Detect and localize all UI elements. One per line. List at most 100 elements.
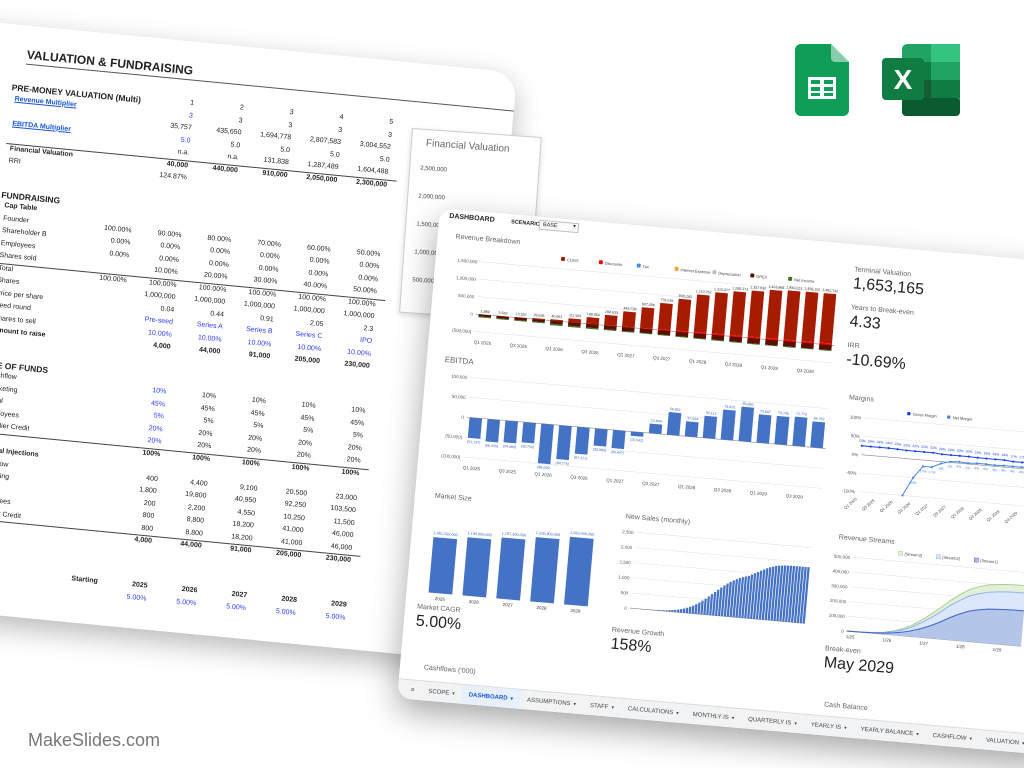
data-label: 55,113 <box>706 411 717 416</box>
data-label: 23,844 <box>651 419 662 424</box>
data-label: 56,851 <box>670 407 681 412</box>
cell-value[interactable]: 100.00% <box>298 293 327 303</box>
tab-yearly-balance[interactable]: YEARLY BALANCE ▾ <box>853 719 927 745</box>
sales-bar <box>790 566 799 623</box>
tab-assumptions[interactable]: ASSUMPTIONS ▾ <box>519 689 584 714</box>
data-label: (10,542) <box>630 438 644 443</box>
opex-bar <box>639 328 653 334</box>
scenario-select[interactable]: BASE ▾ <box>538 219 580 234</box>
cell-value[interactable]: 205,000 <box>275 549 302 560</box>
cell-value[interactable]: 2 <box>239 104 245 112</box>
cell-value[interactable]: 4,000 <box>134 536 153 545</box>
cell-value[interactable]: 3 <box>289 109 294 117</box>
opex-bar <box>550 320 563 325</box>
ebitda-bar <box>630 431 644 437</box>
scenario-label: SCENARIO <box>510 219 541 228</box>
cell-value[interactable]: 100% <box>291 463 310 473</box>
tab-dashboard[interactable]: DASHBOARD ▾ <box>460 684 521 710</box>
gridline <box>861 454 1024 470</box>
microsoft-excel-logo: X <box>882 44 960 116</box>
all-sheets-menu-icon[interactable]: ≡ <box>410 686 415 694</box>
tab-label: MONTHLY IS <box>692 711 730 721</box>
net-income-bar <box>567 325 581 328</box>
tab-label: VALUATION <box>985 737 1020 746</box>
cell-value[interactable]: 91,000 <box>229 545 252 555</box>
tab-staff[interactable]: STAFF ▾ <box>582 695 622 718</box>
sales-bar <box>691 605 695 614</box>
tab-scope[interactable]: SCOPE ▾ <box>421 681 463 704</box>
y-tick-label: 2,000,000 <box>418 193 446 202</box>
tab-cashflow[interactable]: CASHFLOW ▾ <box>925 725 980 750</box>
cell-value[interactable]: 100% <box>241 458 261 468</box>
data-label: 24% <box>868 439 875 444</box>
cell-value[interactable]: 5 <box>388 118 394 127</box>
cell-value[interactable]: 440,000 <box>212 164 239 174</box>
tab-quarterly-is[interactable]: QUARTERLY IS ▾ <box>740 709 804 734</box>
legend-swatch <box>898 551 904 556</box>
y-tick-label: 500 <box>620 590 628 596</box>
sales-bar <box>685 607 689 614</box>
gridline <box>470 376 830 409</box>
cell-value[interactable]: 100% <box>341 468 360 477</box>
ebitda-bar <box>467 417 483 439</box>
legend-swatch <box>560 256 566 261</box>
sales-bar <box>785 565 793 622</box>
tab-calculations[interactable]: CALCULATIONS ▾ <box>620 698 687 724</box>
cell-value[interactable]: 100% <box>191 453 211 463</box>
sales-bar <box>720 585 726 617</box>
data-label: 1,110,752 <box>696 289 712 294</box>
cogs-bar <box>819 293 837 344</box>
cell-value[interactable]: 40,000 <box>166 160 189 170</box>
cell-value[interactable]: 2,050,000 <box>306 173 338 184</box>
data-label: 1,283,400,000 <box>570 531 595 537</box>
cell-value[interactable]: 100.00% <box>148 278 177 289</box>
cell-value[interactable]: 2,300,000 <box>355 178 388 189</box>
data-label: (51,157) <box>467 440 481 445</box>
cell-value[interactable]: 100.00% <box>198 283 227 294</box>
tab-menu-chevron-icon: ▾ <box>843 724 847 731</box>
cell-value[interactable]: 100.00% <box>248 288 277 299</box>
row-label: Shares <box>0 276 20 286</box>
sales-bar <box>758 569 766 620</box>
sales-bar <box>709 594 714 616</box>
tab-menu-chevron-icon: ▾ <box>611 704 615 711</box>
cogs-bar <box>693 294 710 334</box>
y-tick-label: 100% <box>850 415 862 421</box>
x-tick-label: 1/29 <box>992 647 1002 653</box>
y-tick-label: 1,500 <box>619 559 631 565</box>
legend-label: OPEX <box>756 274 768 280</box>
revenue-growth-value: 158% <box>609 635 653 657</box>
data-label: 776,029 <box>660 298 673 303</box>
row-label: Total <box>0 264 14 273</box>
x-tick-label: Q1 2027 <box>617 352 635 359</box>
data-label: 4% <box>1010 469 1015 473</box>
sheet-tabs-bar: ≡ SCOPE ▾ DASHBOARD ▾ ASSUMPTIONS ▾ STAFF ▾ CALC… <box>397 678 1024 756</box>
cell-value[interactable]: 1 <box>189 99 195 107</box>
data-label: 1,450,013 <box>786 285 802 290</box>
x-tick-label: Q1 2025 <box>474 339 492 346</box>
cell-value[interactable]: 230,000 <box>325 554 352 564</box>
cell-value[interactable]: 910,000 <box>262 169 288 179</box>
tab-yearly-is[interactable]: YEARLY IS ▾ <box>803 714 855 738</box>
net-income-bar <box>603 329 617 332</box>
cell-value[interactable]: 100% <box>142 449 161 458</box>
x-tick-label: 1/28 <box>956 644 966 650</box>
data-label: 1,215,077 <box>714 287 730 292</box>
y-tick-label: 2,000 <box>621 544 633 550</box>
tab-valuation[interactable]: VALUATION ▾ <box>978 730 1024 755</box>
gridline <box>633 562 810 579</box>
data-label: 24% <box>877 440 884 445</box>
data-label: 1,220,900,000 <box>536 531 561 537</box>
opex-bar <box>603 325 617 331</box>
data-label: 1,104,000,000 <box>467 531 492 537</box>
sales-bar <box>773 565 781 621</box>
data-label: 19% <box>983 451 990 456</box>
cell-value[interactable]: 44,000 <box>179 540 202 550</box>
cell-value[interactable]: 100.00% <box>98 274 128 284</box>
sales-bar <box>712 591 717 616</box>
data-label: 22% <box>930 446 937 451</box>
cell-value[interactable]: 100.00% <box>347 298 376 308</box>
opex-bar <box>585 323 599 329</box>
tab-monthly-is[interactable]: MONTHLY IS ▾ <box>685 704 742 729</box>
cell-value[interactable]: 4 <box>339 113 344 122</box>
